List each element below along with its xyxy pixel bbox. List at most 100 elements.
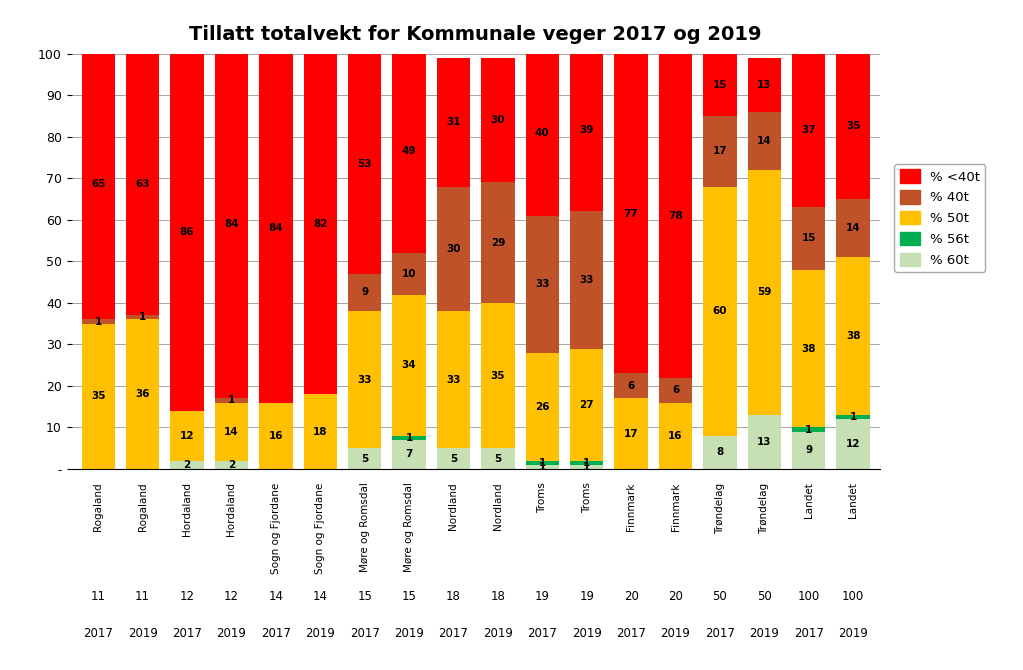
Text: 2017: 2017	[439, 626, 469, 640]
Bar	[837, 54, 870, 199]
Bar	[570, 348, 604, 461]
Text: 7: 7	[405, 450, 412, 460]
Text: 16: 16	[668, 431, 682, 441]
Text: 1: 1	[539, 458, 546, 468]
Bar	[481, 58, 515, 182]
Text: 5: 5	[361, 454, 368, 464]
Text: 20: 20	[668, 590, 683, 603]
Text: Landet: Landet	[804, 482, 813, 519]
Bar	[703, 186, 737, 436]
Text: 27: 27	[579, 399, 594, 409]
Bar	[748, 170, 781, 415]
Text: 38: 38	[801, 344, 816, 354]
Text: 2019: 2019	[572, 626, 602, 640]
Text: 1: 1	[95, 316, 102, 326]
Bar	[393, 440, 426, 469]
Text: 35: 35	[846, 121, 860, 131]
Text: 1: 1	[849, 412, 856, 422]
Text: 11: 11	[91, 590, 105, 603]
Text: 78: 78	[668, 210, 682, 220]
Text: 84: 84	[224, 219, 238, 229]
Bar	[171, 461, 204, 469]
Text: 16: 16	[269, 431, 283, 441]
Text: 19: 19	[535, 590, 549, 603]
Text: 8: 8	[716, 448, 723, 458]
Bar	[348, 448, 382, 469]
Text: 2019: 2019	[838, 626, 869, 640]
Text: 12: 12	[180, 431, 194, 441]
Text: 12: 12	[180, 590, 194, 603]
Text: 2017: 2017	[261, 626, 291, 640]
Text: 2019: 2019	[305, 626, 336, 640]
Text: 33: 33	[446, 375, 460, 385]
Text: 2017: 2017	[83, 626, 114, 640]
Text: 14: 14	[313, 590, 327, 603]
Text: 2019: 2019	[394, 626, 424, 640]
Text: 17: 17	[713, 146, 727, 156]
Text: 2017: 2017	[616, 626, 647, 640]
Bar	[615, 54, 648, 373]
Bar	[437, 311, 471, 448]
Bar	[570, 212, 604, 348]
Text: 17: 17	[624, 429, 638, 439]
Text: 50: 50	[713, 590, 727, 603]
Text: 40: 40	[535, 127, 549, 137]
Text: 34: 34	[402, 360, 416, 370]
Text: 31: 31	[446, 117, 460, 127]
Text: Trøndelag: Trøndelag	[715, 482, 725, 533]
Text: Rogaland: Rogaland	[93, 482, 103, 531]
Text: 2017: 2017	[794, 626, 824, 640]
Text: 84: 84	[269, 223, 283, 233]
Text: 14: 14	[757, 136, 771, 146]
Text: Hordaland: Hordaland	[226, 482, 236, 537]
Bar	[481, 303, 515, 448]
Text: Møre og Romsdal: Møre og Romsdal	[404, 482, 414, 572]
Text: Landet: Landet	[848, 482, 858, 519]
Text: 6: 6	[627, 381, 634, 391]
Text: 50: 50	[757, 590, 771, 603]
Text: 2017: 2017	[172, 626, 202, 640]
Bar	[126, 316, 160, 320]
Bar	[393, 295, 426, 436]
Text: 15: 15	[713, 80, 727, 90]
Text: 15: 15	[801, 233, 816, 243]
Text: 6: 6	[672, 385, 679, 395]
Text: 29: 29	[491, 238, 505, 248]
Text: 18: 18	[313, 427, 327, 437]
Bar	[792, 207, 826, 269]
Text: 1: 1	[805, 425, 812, 435]
Bar	[82, 320, 115, 324]
Text: 2017: 2017	[528, 626, 558, 640]
Text: Nordland: Nordland	[493, 482, 503, 530]
Text: Møre og Romsdal: Møre og Romsdal	[360, 482, 369, 572]
Bar	[526, 352, 559, 461]
Bar	[259, 403, 293, 469]
Text: 35: 35	[91, 391, 105, 401]
Bar	[792, 431, 826, 469]
Text: 14: 14	[224, 427, 238, 437]
Text: 18: 18	[490, 590, 505, 603]
Text: 59: 59	[757, 287, 771, 297]
Text: 2019: 2019	[128, 626, 158, 640]
Text: 100: 100	[798, 590, 819, 603]
Bar	[348, 274, 382, 311]
Bar	[615, 373, 648, 399]
Bar	[659, 403, 693, 469]
Bar	[215, 50, 249, 399]
Bar	[304, 54, 337, 394]
Text: Troms: Troms	[537, 482, 547, 513]
Text: 33: 33	[579, 275, 594, 285]
Text: 2: 2	[183, 460, 190, 470]
Text: 63: 63	[135, 180, 150, 190]
Text: 35: 35	[491, 371, 505, 381]
Text: 9: 9	[361, 287, 368, 297]
Text: 82: 82	[313, 219, 327, 229]
Text: 5: 5	[494, 454, 501, 464]
Text: 49: 49	[402, 146, 416, 156]
Text: 2: 2	[228, 460, 235, 470]
Bar	[437, 58, 471, 186]
Bar	[393, 436, 426, 440]
Text: Finnmark: Finnmark	[670, 482, 680, 531]
Bar	[837, 419, 870, 469]
Bar	[837, 257, 870, 415]
